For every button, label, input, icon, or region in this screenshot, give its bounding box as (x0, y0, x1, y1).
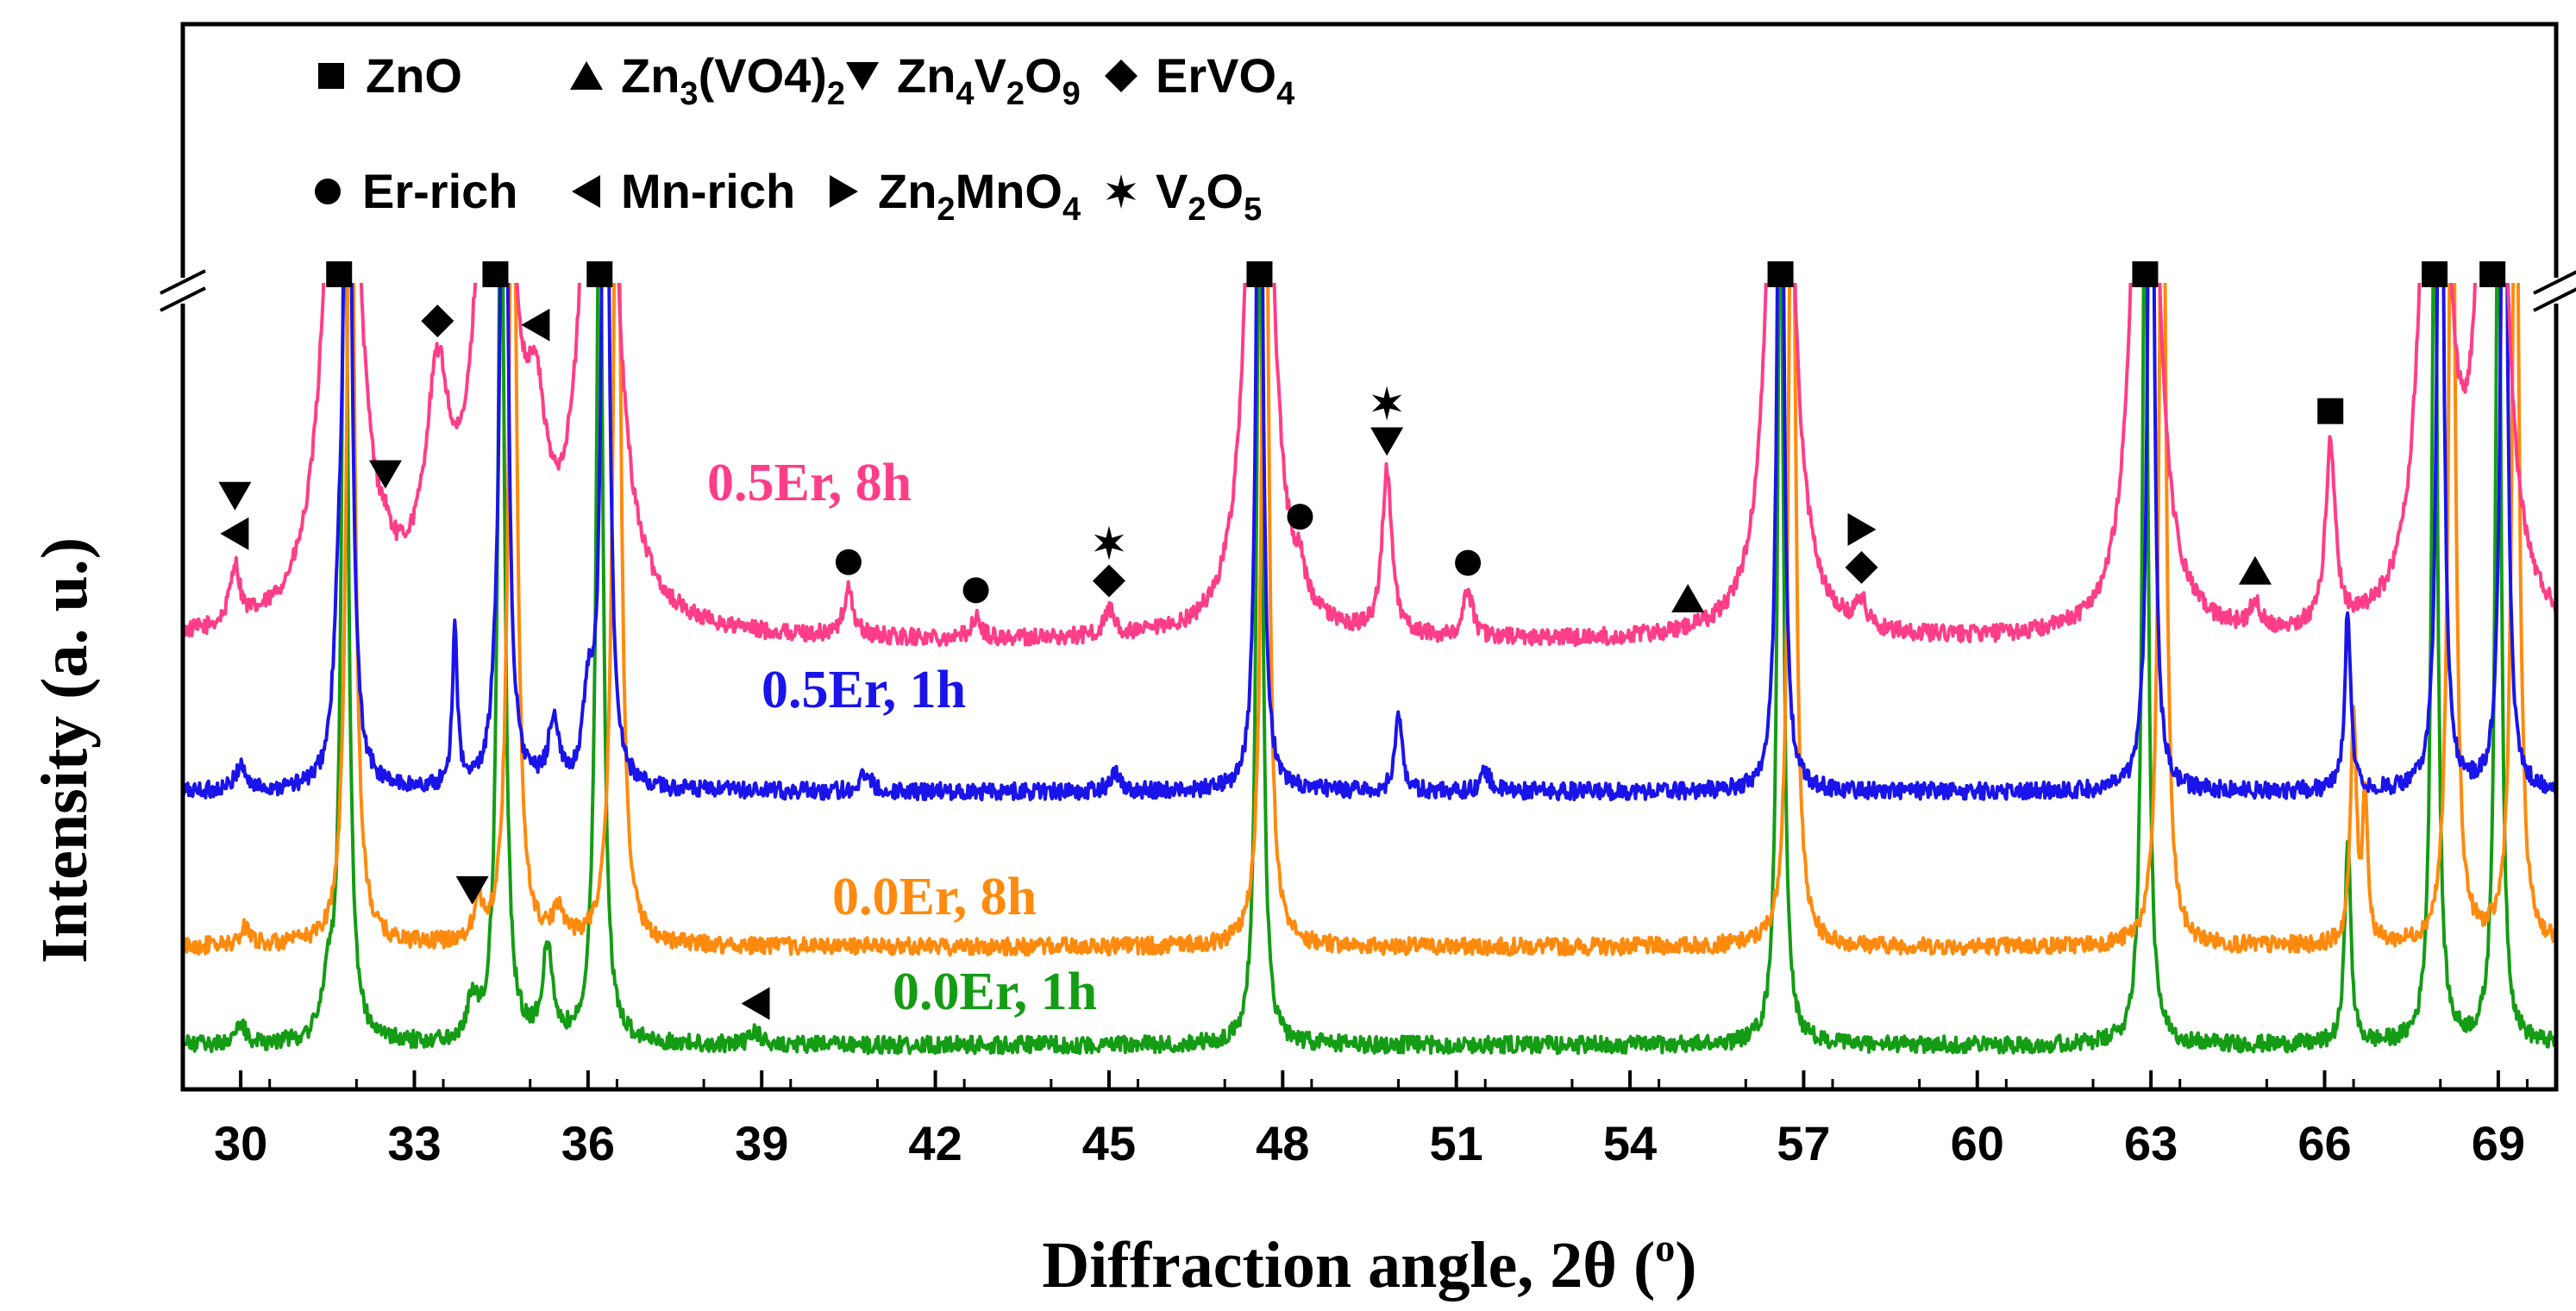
peak-marker-circle-12 (835, 549, 862, 575)
axis-break-slash-0-b (160, 286, 206, 312)
legend-marker-triangle-up (570, 61, 603, 90)
legend-label-6: Zn2MnO4 (878, 164, 1081, 228)
x-tick-label-30: 30 (214, 1116, 267, 1170)
peak-marker-triangle-right-19 (1847, 512, 1877, 546)
legend-marker-circle (315, 179, 341, 204)
legend-label-1: Zn3(VO4)2 (621, 48, 845, 112)
legend-marker-triangle-down (846, 62, 879, 91)
x-tick-label-48: 48 (1256, 1116, 1309, 1170)
axes (180, 22, 2559, 1092)
series-label-2: 0.0Er, 8h (832, 868, 1037, 926)
series-line-3 (183, 283, 2556, 1056)
peak-marker-square-1 (482, 261, 509, 287)
series-layer (183, 283, 2556, 1056)
peak-marker-diamond-19 (1845, 550, 1878, 584)
peak-marker-triangle-left-11 (521, 308, 550, 342)
x-tick-label-36: 36 (561, 1116, 615, 1170)
x-tick-label-33: 33 (387, 1116, 441, 1170)
peak-marker-square-6 (2422, 261, 2448, 287)
legend-marker-diamond (1105, 60, 1138, 92)
peak-marker-triangle-down-22 (455, 875, 489, 905)
peak-marker-triangle-down-16 (1370, 427, 1404, 456)
x-ticks: 30 33 36 39 42 45 48 51 54 57 60 63 66 69 (181, 1070, 2529, 1170)
x-tick-label-54: 54 (1603, 1116, 1657, 1170)
peak-marker-square-7 (2479, 261, 2506, 287)
x-tick-label-63: 63 (2124, 1116, 2178, 1170)
peak-marker-star-14 (1094, 525, 1125, 561)
x-tick-label-45: 45 (1082, 1116, 1136, 1170)
legend-label-7: V2O5 (1156, 164, 1262, 228)
peak-marker-triangle-left-23 (741, 987, 770, 1020)
series-labels-layer: 0.5Er, 8h 0.5Er, 1h 0.0Er, 8h 0.0Er, 1h (707, 454, 1097, 1021)
axis-break-slash-0-a (160, 269, 206, 295)
legend-marker-star (1106, 174, 1137, 209)
peak-marker-star-16 (1371, 386, 1402, 421)
x-tick-label-57: 57 (1777, 1116, 1830, 1170)
series-line-0 (183, 283, 2556, 648)
x-tick-label-66: 66 (2297, 1116, 2351, 1170)
series-label-3: 0.0Er, 1h (893, 963, 1097, 1021)
x-tick-label-39: 39 (735, 1116, 788, 1170)
peak-marker-circle-17 (1455, 549, 1482, 576)
series-line-1 (183, 283, 2556, 802)
axis-break-slash-1-b (2533, 287, 2576, 312)
x-tick-label-60: 60 (1951, 1116, 2004, 1170)
plot-frame (180, 22, 2559, 1092)
peak-marker-square-5 (2132, 261, 2159, 287)
series-label-0: 0.5Er, 8h (707, 454, 912, 512)
axis-break-slash-1-a (2533, 270, 2576, 295)
peak-marker-square-21 (2317, 398, 2344, 424)
peak-marker-circle-15 (1287, 504, 1313, 530)
axis-break (160, 269, 2576, 312)
peak-marker-square-2 (586, 261, 613, 287)
legend-marker-square (318, 63, 344, 89)
peak-marker-triangle-up-18 (1671, 584, 1705, 613)
legend-label-0: ZnO (366, 48, 462, 103)
x-tick-label-69: 69 (2472, 1116, 2525, 1170)
legend-label-2: Zn4V2O9 (897, 48, 1081, 112)
peak-marker-triangle-down-8 (218, 481, 252, 511)
y-axis-title: Intensity (a. u.) (28, 537, 101, 963)
peak-marker-circle-13 (962, 577, 989, 604)
series-line-2 (183, 283, 2556, 957)
peak-marker-triangle-up-20 (2238, 555, 2272, 585)
x-tick-label-42: 42 (908, 1116, 962, 1170)
legend-label-3: ErVO4 (1156, 48, 1294, 112)
series-label-1: 0.5Er, 1h (762, 661, 966, 719)
legend-marker-triangle-left (572, 175, 600, 208)
legend-label-4: Er-rich (362, 164, 518, 218)
peak-marker-triangle-down-9 (368, 460, 402, 489)
x-axis-title: Diffraction angle, 2θ (o) (1042, 1226, 1696, 1302)
peak-markers-layer (218, 261, 2506, 1020)
peak-marker-square-0 (326, 261, 353, 287)
peak-marker-square-3 (1246, 261, 1273, 287)
peak-marker-triangle-left-8 (220, 517, 249, 550)
peak-marker-diamond-14 (1092, 564, 1125, 598)
peak-marker-square-4 (1767, 261, 1794, 287)
legend-label-5: Mn-rich (621, 164, 795, 218)
x-tick-label-51: 51 (1430, 1116, 1483, 1170)
legend-marker-triangle-right (830, 175, 858, 208)
legend: ZnO Zn3(VO4)2 Zn4V2O9 ErVO4 Er-rich Mn-rich Zn… (315, 48, 1294, 228)
peak-marker-diamond-10 (421, 304, 454, 338)
